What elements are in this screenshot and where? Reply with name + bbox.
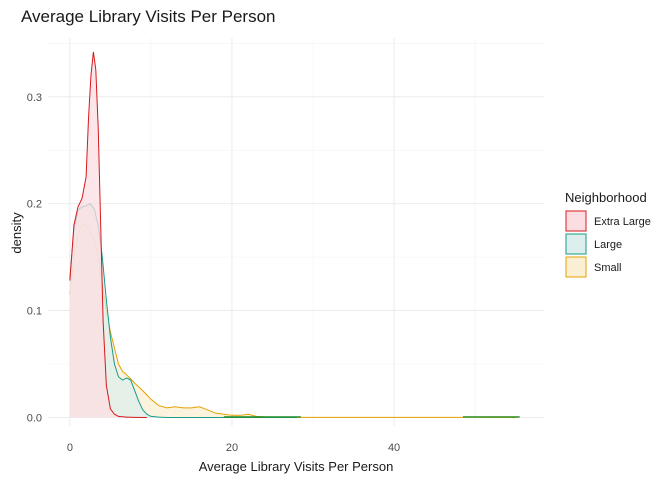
density-areas	[69, 51, 516, 418]
y-axis-ticks: 0.0 0.1 0.2 0.3	[27, 92, 42, 425]
y-tick-label: 0.0	[27, 412, 42, 424]
x-tick-label: 40	[388, 442, 400, 454]
density-area-extra-large	[69, 51, 147, 418]
density-area-small	[69, 225, 516, 418]
y-axis-title: density	[9, 212, 24, 254]
x-axis-title: Average Library Visits Per Person	[199, 459, 394, 474]
legend-label-small: Small	[594, 262, 622, 274]
x-axis-ticks: 0 20 40	[67, 442, 400, 454]
y-tick-label: 0.1	[27, 306, 42, 318]
legend: Neighborhood Extra Large Large Small	[565, 190, 651, 278]
legend-label-large: Large	[594, 239, 622, 251]
chart-title: Average Library Visits Per Person	[21, 7, 276, 26]
y-tick-label: 0.2	[27, 199, 42, 211]
x-tick-label: 20	[226, 442, 238, 454]
legend-items: Extra Large Large Small	[565, 210, 651, 278]
x-tick-label: 0	[67, 442, 73, 454]
legend-key-extra-large	[565, 210, 587, 232]
legend-label-extra-large: Extra Large	[594, 216, 651, 228]
major-gridlines	[48, 38, 544, 426]
density-line-extra-large	[69, 51, 147, 418]
legend-key-large	[565, 233, 587, 255]
legend-key-small	[565, 256, 587, 278]
minor-gridlines	[48, 38, 544, 426]
legend-title: Neighborhood	[565, 190, 647, 205]
y-tick-label: 0.3	[27, 92, 42, 104]
